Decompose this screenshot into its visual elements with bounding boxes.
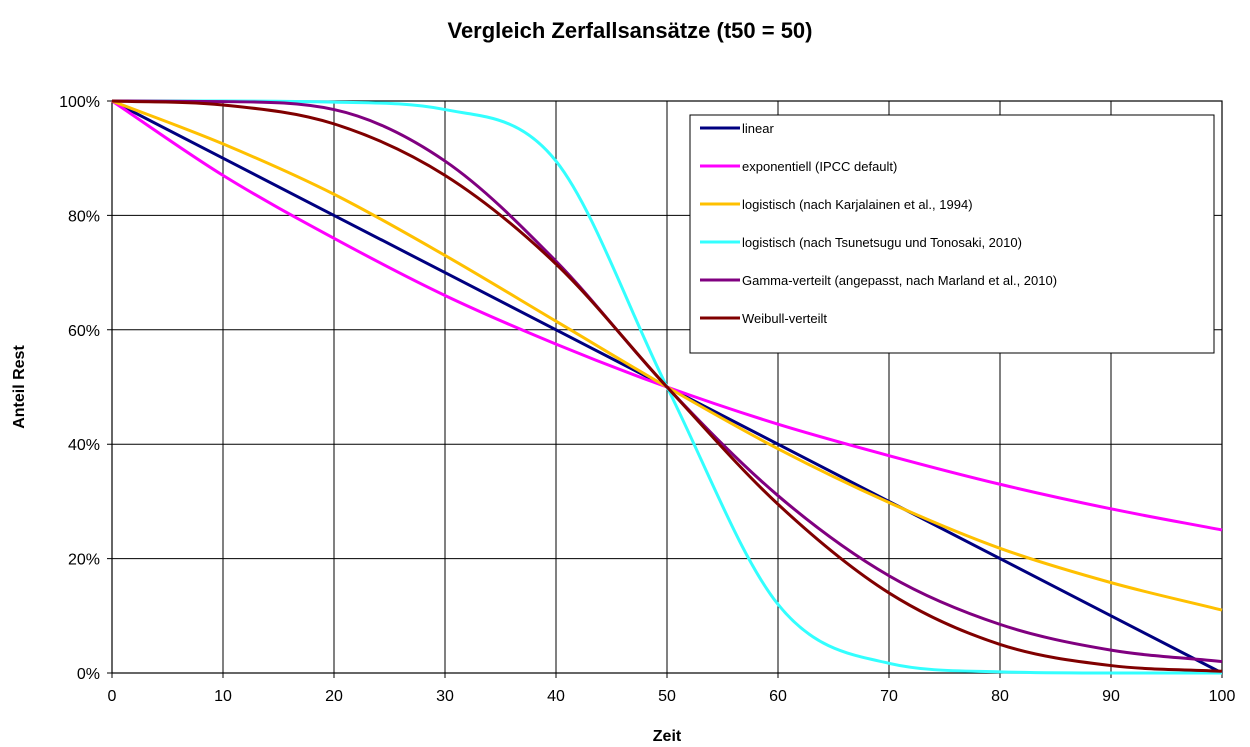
y-tick-label: 0% [77, 666, 100, 683]
x-tick-label: 10 [214, 688, 232, 705]
chart-title: Vergleich Zerfallsansätze (t50 = 50) [447, 18, 812, 43]
x-tick-label: 40 [547, 688, 565, 705]
y-tick-label: 60% [68, 323, 100, 340]
y-tick-label: 20% [68, 552, 100, 569]
x-tick-label: 20 [325, 688, 343, 705]
y-tick-label: 80% [68, 208, 100, 225]
legend-label: Weibull-verteilt [742, 311, 827, 326]
x-tick-label: 0 [108, 688, 117, 705]
legend-box [689, 114, 1215, 354]
legend-label: Gamma-verteilt (angepasst, nach Marland … [742, 273, 1057, 288]
x-axis-label: Zeit [653, 728, 682, 745]
legend-label: logistisch (nach Tsunetsugu und Tonosaki… [742, 235, 1022, 250]
y-tick-label: 40% [68, 437, 100, 454]
series-lines [111, 99, 1223, 675]
legend-label: exponentiell (IPCC default) [742, 159, 897, 174]
legend-label: logistisch (nach Karjalainen et al., 199… [742, 197, 973, 212]
plot-area-frame [111, 100, 1223, 674]
x-tick-label: 60 [769, 688, 787, 705]
x-tick-label: 80 [991, 688, 1009, 705]
series-line [111, 99, 1223, 532]
tick-labels: 0 10 20 30 40 50 60 70 80 90 100 0% 20% 40% 60% 80% 100% [59, 94, 1235, 705]
x-tick-label: 90 [1102, 688, 1120, 705]
legend: linear exponentiell (IPCC default) logisti… [689, 114, 1215, 354]
y-axis-label: Anteil Rest [11, 345, 28, 429]
series-line [111, 99, 1223, 673]
x-tick-label: 70 [880, 688, 898, 705]
legend-label: linear [742, 121, 774, 136]
x-tick-label: 50 [658, 688, 676, 705]
y-tick-label: 100% [59, 94, 100, 111]
x-tick-label: 30 [436, 688, 454, 705]
x-tick-label: 100 [1209, 688, 1236, 705]
